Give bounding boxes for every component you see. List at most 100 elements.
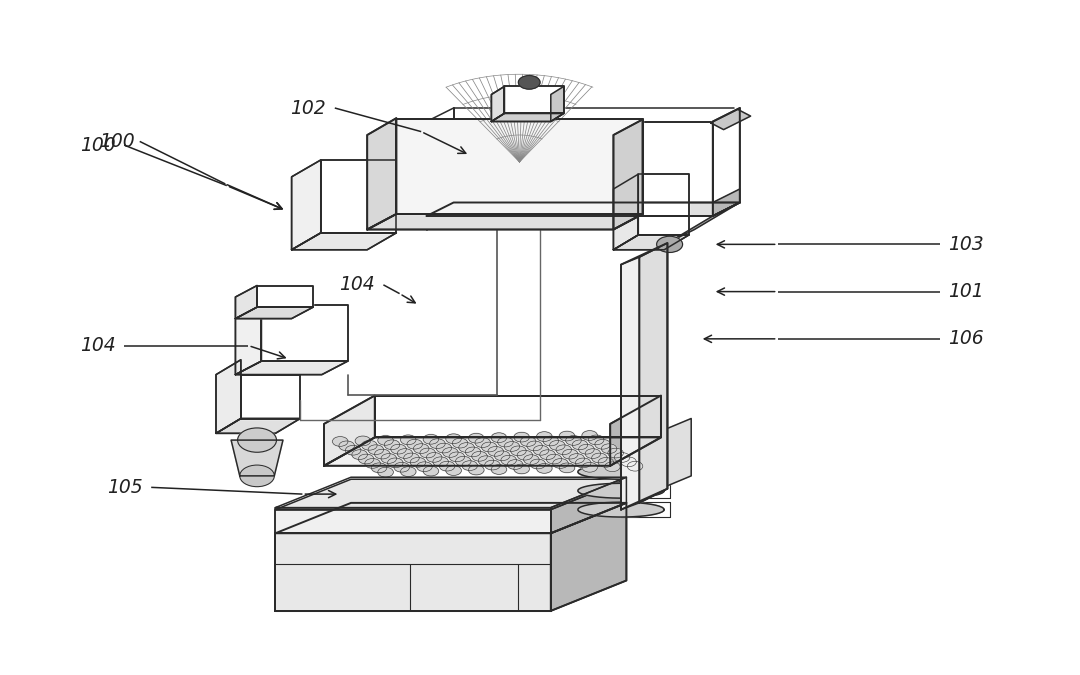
Polygon shape <box>235 361 348 375</box>
Polygon shape <box>711 109 751 130</box>
Polygon shape <box>324 396 375 466</box>
Circle shape <box>602 444 617 454</box>
Polygon shape <box>216 360 241 433</box>
Circle shape <box>559 463 575 472</box>
Polygon shape <box>427 202 740 216</box>
Polygon shape <box>396 119 643 214</box>
Circle shape <box>362 441 377 450</box>
Circle shape <box>488 447 503 456</box>
Polygon shape <box>275 510 551 533</box>
Circle shape <box>407 439 422 449</box>
Circle shape <box>381 454 396 463</box>
Polygon shape <box>551 86 564 122</box>
Circle shape <box>527 441 542 451</box>
Polygon shape <box>216 418 300 433</box>
Circle shape <box>576 458 591 468</box>
Circle shape <box>566 435 581 446</box>
Circle shape <box>401 435 416 445</box>
Text: 100: 100 <box>99 132 134 151</box>
Circle shape <box>501 455 516 465</box>
Circle shape <box>384 440 400 450</box>
Polygon shape <box>241 375 300 418</box>
Circle shape <box>355 436 370 446</box>
Polygon shape <box>375 396 661 437</box>
Polygon shape <box>321 160 396 233</box>
Polygon shape <box>621 257 639 510</box>
Polygon shape <box>578 464 664 479</box>
Circle shape <box>420 448 435 458</box>
Circle shape <box>550 441 565 450</box>
Polygon shape <box>667 202 740 243</box>
Text: 106: 106 <box>948 329 984 348</box>
Polygon shape <box>504 86 564 113</box>
Circle shape <box>368 445 383 454</box>
Circle shape <box>482 442 497 452</box>
Circle shape <box>657 236 683 252</box>
Polygon shape <box>257 286 313 307</box>
Text: 105: 105 <box>107 478 143 497</box>
Circle shape <box>572 440 588 450</box>
Circle shape <box>556 445 571 455</box>
Circle shape <box>238 428 276 452</box>
Circle shape <box>582 462 597 472</box>
Circle shape <box>495 451 510 460</box>
Circle shape <box>475 438 490 448</box>
Circle shape <box>472 452 487 461</box>
Polygon shape <box>638 174 689 235</box>
Polygon shape <box>427 202 454 230</box>
Circle shape <box>621 457 636 466</box>
Circle shape <box>491 433 507 443</box>
Circle shape <box>478 456 494 466</box>
Polygon shape <box>367 214 643 230</box>
Circle shape <box>469 465 484 475</box>
Circle shape <box>414 443 429 454</box>
Circle shape <box>534 446 549 455</box>
Circle shape <box>498 437 513 447</box>
Polygon shape <box>292 233 396 250</box>
Circle shape <box>589 435 604 445</box>
Polygon shape <box>713 189 740 216</box>
Polygon shape <box>578 483 664 498</box>
Circle shape <box>582 431 597 440</box>
Polygon shape <box>551 503 626 611</box>
Polygon shape <box>551 479 626 533</box>
Circle shape <box>453 438 468 448</box>
Polygon shape <box>491 113 564 122</box>
Polygon shape <box>578 502 664 517</box>
Circle shape <box>546 454 562 464</box>
Circle shape <box>352 450 367 460</box>
Polygon shape <box>324 437 661 466</box>
Polygon shape <box>610 396 661 466</box>
Circle shape <box>397 449 413 458</box>
Circle shape <box>346 446 361 455</box>
Text: 101: 101 <box>948 282 984 301</box>
Circle shape <box>585 449 600 458</box>
Polygon shape <box>613 119 643 230</box>
Polygon shape <box>275 479 626 510</box>
Circle shape <box>605 462 620 472</box>
Circle shape <box>627 462 643 471</box>
Circle shape <box>465 447 481 457</box>
Polygon shape <box>367 118 396 230</box>
Circle shape <box>579 444 594 454</box>
Circle shape <box>518 76 540 89</box>
Circle shape <box>333 437 348 446</box>
Circle shape <box>404 453 419 463</box>
Text: 104: 104 <box>339 275 375 294</box>
Circle shape <box>423 435 438 444</box>
Polygon shape <box>275 503 626 533</box>
Circle shape <box>378 435 393 446</box>
Text: 100: 100 <box>80 136 116 155</box>
Circle shape <box>446 466 461 475</box>
Circle shape <box>485 460 500 470</box>
Circle shape <box>514 432 529 442</box>
Text: 104: 104 <box>80 336 116 355</box>
Circle shape <box>372 463 387 472</box>
Polygon shape <box>235 305 261 375</box>
Polygon shape <box>613 235 689 250</box>
Circle shape <box>514 464 529 474</box>
Circle shape <box>521 437 536 446</box>
Circle shape <box>462 461 477 470</box>
Polygon shape <box>292 160 321 250</box>
Circle shape <box>440 461 455 471</box>
